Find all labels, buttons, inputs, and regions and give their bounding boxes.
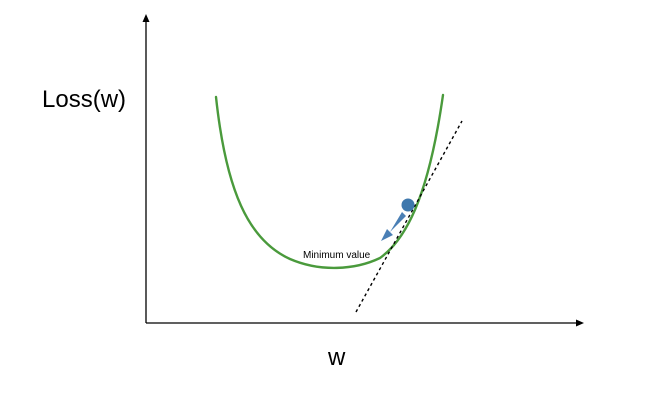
ball-icon xyxy=(401,198,415,212)
y-axis-arrowhead xyxy=(142,14,150,22)
tangent-line xyxy=(355,120,463,313)
x-axis-arrowhead xyxy=(576,319,584,327)
minimum-value-label: Minimum value xyxy=(303,250,371,261)
loss-curve xyxy=(214,93,445,270)
x-axis-label: w xyxy=(327,344,346,371)
y-axis-label: Loss(w) xyxy=(42,86,126,113)
descent-arrow-icon xyxy=(381,212,406,241)
